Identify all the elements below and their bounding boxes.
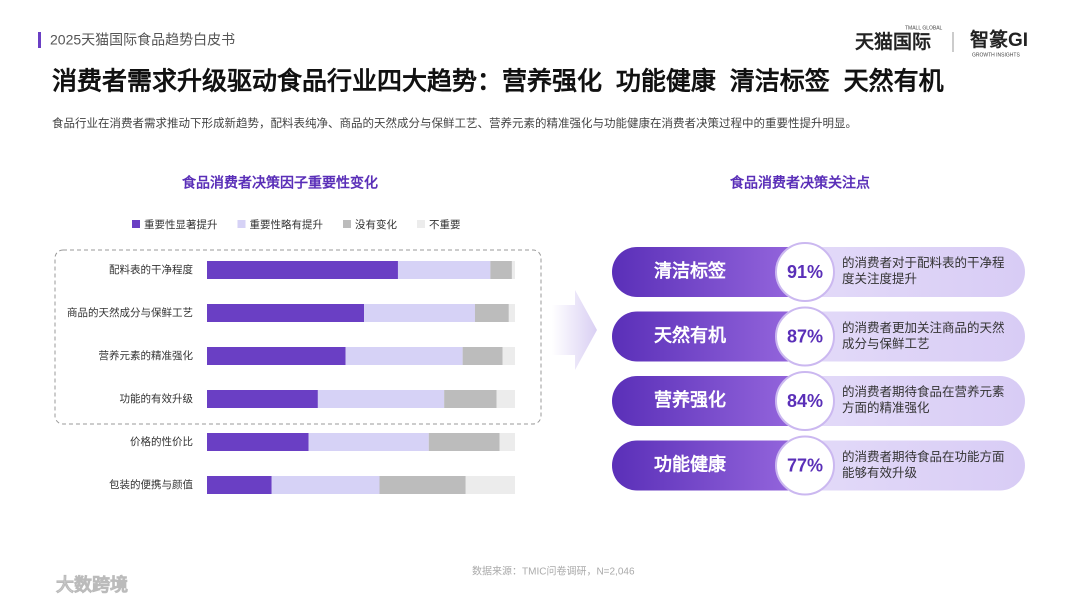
focus-value: 87% [787,326,823,346]
focus-text-box: 的消费者期待食品在营养元素方面的精准强化 [842,384,1005,415]
subtitle: 食品行业在消费者需求推动下形成新趋势，配料表纯净、商品的天然成分与保鲜工艺、营养… [52,116,857,130]
legend-label: 重要性略有提升 [250,218,324,231]
bar-segment [271,476,380,494]
category-label: 配料表的干净程度 [109,263,193,276]
bar-segment [428,433,500,451]
bar-segment [397,261,491,279]
legend-swatch [132,220,140,228]
bar-segment [364,304,475,322]
category-label: 营养元素的精准强化 [99,349,194,362]
bar-segment [207,261,398,279]
focus-label: 功能健康 [654,453,727,474]
focus-badge [775,435,835,496]
brand-sub: GROWTH INSIGHTS [972,52,1020,58]
focus-text: 的消费者期待食品在营养元素方面的精准强化 [842,384,1005,415]
focus-label: 清洁标签 [654,260,727,281]
watermark: 大数跨境 [56,574,128,595]
bar-segment [490,261,512,279]
focus-pill [612,247,812,297]
legend-label: 没有变化 [355,218,397,231]
legend-swatch [417,220,425,228]
bar-segment [474,304,509,322]
focus-pill [612,376,812,426]
bar-segment [465,476,515,494]
bar-segment [345,347,463,365]
highlight-box [54,249,542,425]
focus-label: 天然有机 [654,324,726,345]
category-label: 商品的天然成分与保鲜工艺 [67,306,193,319]
category-label: 价格的性价比 [130,435,193,448]
legend-swatch [343,220,351,228]
bar-segment [207,476,272,494]
focus-value: 77% [787,455,823,475]
bar-segment [496,390,515,408]
focus-pill [612,440,812,491]
bar-segment [379,476,466,494]
category-label: 包装的便携与颜值 [109,478,193,491]
bar-segment [207,304,365,322]
category-label: 功能的有效升级 [120,392,194,405]
bar-segment [511,261,515,279]
focus-text: 的消费者期待食品在功能方面能够有效升级 [842,448,1005,480]
focus-title: 食品消费者决策关注点 [730,175,870,191]
focus-text: 的消费者更加关注商品的天然成分与保鲜工艺 [842,319,1005,351]
focus-label: 营养强化 [654,389,726,410]
bar-segment [207,347,346,365]
slide-title: 消费者需求升级驱动食品行业四大趋势：营养强化 功能健康 清洁标签 天然有机 [52,67,944,96]
bar-segment [207,390,318,408]
focus-value: 84% [787,391,823,411]
bar-segment [502,347,515,365]
focus-badge [775,306,835,367]
bar-segment [462,347,503,365]
brand-logo: 智篆GI [970,28,1028,51]
brand-sub: TMALL GLOBAL [905,25,943,31]
focus-pill [612,311,812,362]
chart-title: 食品消费者决策因子重要性变化 [182,175,378,191]
bar-segment [499,433,515,451]
brand-logo: 天猫国际 [855,30,931,53]
bar-segment [207,433,309,451]
focus-text-box: 的消费者对于配料表的干净程度关注度提升 [842,255,1005,286]
focus-value: 91% [787,262,823,282]
bar-segment [308,433,429,451]
arrow [552,290,597,370]
bar-segment [508,304,515,322]
report-name: 2025天猫国际食品趋势白皮书 [50,32,235,48]
focus-text-box: 的消费者期待食品在功能方面能够有效升级 [842,448,1005,480]
bar-segment [444,390,497,408]
focus-badge [775,242,835,302]
focus-text-box: 的消费者更加关注商品的天然成分与保鲜工艺 [842,319,1005,351]
accent-bar [38,32,41,48]
legend-label: 重要性显著提升 [144,218,218,231]
bar-segment [317,390,445,408]
legend-label: 不重要 [429,218,461,231]
focus-badge [775,371,835,431]
focus-text: 的消费者对于配料表的干净程度关注度提升 [842,255,1005,286]
legend-swatch [237,220,246,228]
source: 数据来源：TMIC问卷调研，N=2,046 [472,565,635,578]
